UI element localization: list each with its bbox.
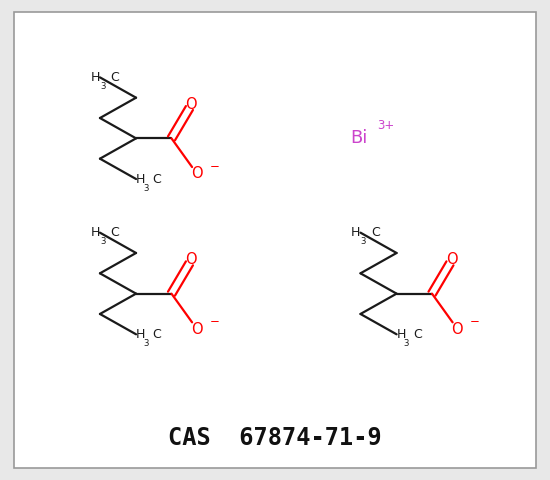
Text: C: C — [152, 328, 161, 341]
Text: CAS  67874-71-9: CAS 67874-71-9 — [168, 426, 382, 450]
Text: −: − — [210, 315, 219, 328]
Text: H: H — [136, 172, 145, 185]
Text: C: C — [111, 71, 119, 84]
FancyBboxPatch shape — [14, 12, 536, 468]
Text: 3: 3 — [143, 184, 148, 193]
Text: O: O — [191, 322, 202, 336]
Text: H: H — [136, 328, 145, 341]
Text: O: O — [446, 252, 458, 267]
Text: −: − — [210, 160, 219, 173]
Text: H: H — [397, 328, 406, 341]
Text: O: O — [452, 322, 463, 336]
Text: C: C — [371, 226, 380, 239]
Text: C: C — [413, 328, 421, 341]
Text: H: H — [351, 226, 360, 239]
Text: 3: 3 — [143, 339, 148, 348]
Text: 3: 3 — [100, 82, 106, 91]
Text: 3: 3 — [361, 238, 366, 246]
Text: Bi: Bi — [350, 129, 367, 147]
Text: C: C — [152, 172, 161, 185]
Text: 3: 3 — [404, 339, 409, 348]
Text: C: C — [111, 226, 119, 239]
Text: O: O — [191, 166, 202, 181]
Text: O: O — [185, 96, 197, 111]
Text: −: − — [470, 315, 480, 328]
Text: 3+: 3+ — [377, 120, 395, 132]
Text: H: H — [91, 71, 100, 84]
Text: O: O — [185, 252, 197, 267]
Text: 3: 3 — [100, 238, 106, 246]
Text: H: H — [91, 226, 100, 239]
